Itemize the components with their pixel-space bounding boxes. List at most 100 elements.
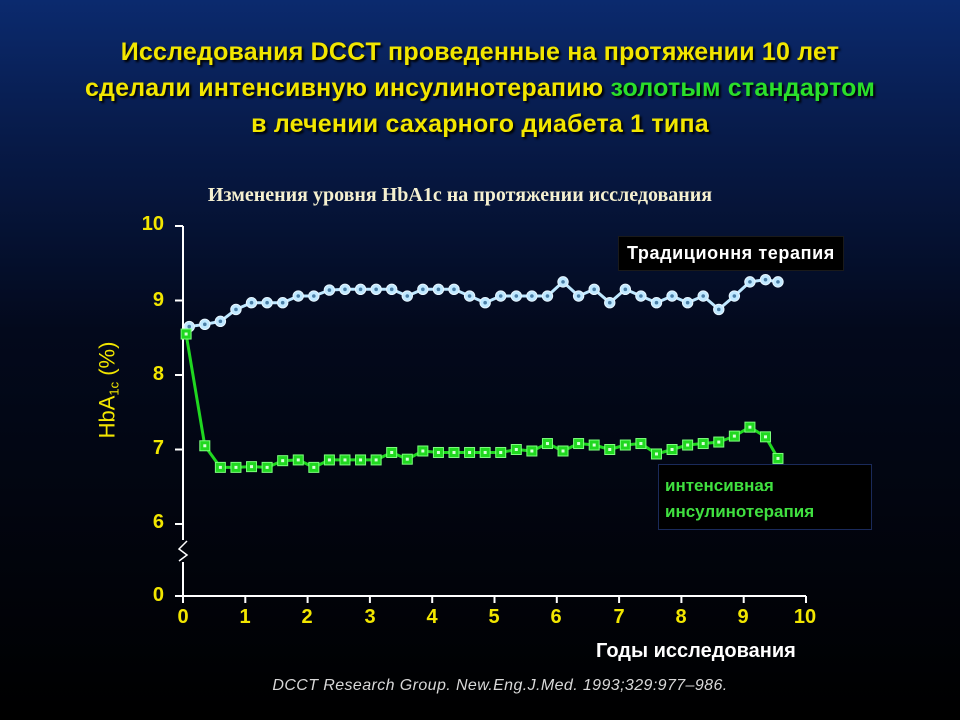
series-2-point-dot-21 — [499, 450, 503, 454]
x-tick-label-7: 7 — [613, 606, 625, 628]
series-2-point-dot-7 — [281, 459, 285, 463]
series-2-point-dot-25 — [561, 449, 565, 453]
series-2-point-dot-15 — [405, 457, 409, 461]
series-1-point-dot-7 — [280, 300, 285, 305]
series-2-point-dot-11 — [343, 458, 347, 462]
series-1-point-dot-36 — [732, 294, 737, 298]
series-2-point-dot-36 — [732, 434, 736, 438]
x-tick-label-5: 5 — [488, 606, 500, 628]
series-2-point-dot-30 — [639, 442, 643, 446]
x-tick-label-10: 10 — [793, 606, 817, 628]
series-2-point-dot-14 — [390, 450, 394, 454]
series-1-point-dot-9 — [312, 294, 316, 298]
series-label-traditional: Традиционня терапия — [618, 236, 844, 271]
slide-title-line-1: Исследования DCCT проведенные на протяже… — [120, 38, 840, 66]
series-1-point-dot-21 — [498, 294, 503, 298]
series-1-point-dot-3 — [218, 319, 223, 324]
y-tick-label-7: 7 — [152, 437, 164, 459]
series-2-point-dot-31 — [654, 452, 658, 456]
series-1-point-dot-2 — [203, 322, 207, 327]
series-2-point-dot-9 — [312, 465, 316, 469]
series-2-point-dot-10 — [327, 458, 331, 462]
series-1-point-dot-39 — [776, 280, 780, 284]
y-axis-label: HbA1c (%) — [95, 342, 122, 439]
slide-title-line-3: в лечении сахарного диабета 1 типа — [251, 110, 709, 138]
series-2-point-dot-34 — [701, 442, 705, 446]
x-tick-label-2: 2 — [301, 606, 313, 628]
series-2-point-dot-39 — [776, 456, 780, 460]
series-1-point-dot-35 — [716, 307, 721, 312]
series-1-point-dot-38 — [763, 277, 768, 282]
series-1-point-dot-12 — [358, 287, 363, 292]
series-label-intensive: интенсивная инсулинотерапия — [658, 464, 872, 530]
series-1-point-dot-30 — [639, 294, 643, 298]
series-1-point-dot-26 — [576, 294, 581, 298]
y-tick-label-9: 9 — [152, 289, 164, 311]
series-2-point-dot-20 — [483, 450, 487, 454]
slide-title: Исследования DCCT проведенные на протяже… — [20, 34, 940, 142]
x-tick-label-1: 1 — [239, 606, 251, 628]
series-2-point-dot-38 — [764, 435, 768, 439]
series-1-point-dot-15 — [405, 294, 410, 298]
series-2-point-dot-12 — [359, 458, 363, 462]
slide-title-line-2-text: сделали интенсивную инсулинотерапию — [84, 74, 611, 102]
x-tick-label-8: 8 — [675, 606, 687, 628]
citation: DCCT Research Group. New.Eng.J.Med. 1993… — [272, 677, 728, 694]
series-1-point-dot-33 — [685, 300, 690, 305]
series-1-point-dot-4 — [234, 307, 238, 312]
y-axis-break-mark — [177, 540, 189, 562]
series-1-point-dot-5 — [249, 300, 254, 305]
x-tick-label-9: 9 — [737, 606, 749, 628]
series-2-point-dot-26 — [577, 442, 581, 446]
slide-title-line-2: сделали интенсивную инсулинотерапию золо… — [20, 70, 940, 106]
series-1-point-dot-34 — [701, 294, 706, 298]
y-axis-label-main: HbA — [94, 395, 120, 439]
series-2-point-dot-19 — [468, 450, 472, 454]
series-2-point-dot-32 — [670, 448, 674, 451]
slide-title-highlight: золотым стандартом — [610, 74, 876, 102]
series-1-point-dot-27 — [592, 287, 596, 292]
series-2-point-dot-27 — [592, 443, 596, 447]
series-2-point-dot-3 — [218, 465, 222, 469]
series-2-point-dot-33 — [686, 443, 690, 447]
series-2-point-dot-37 — [748, 425, 752, 429]
x-tick-label-6: 6 — [550, 606, 562, 628]
series-2-point-dot-5 — [250, 465, 254, 469]
series-1-point-dot-25 — [561, 280, 565, 284]
series-2-point-dot-28 — [608, 448, 612, 451]
series-1-point-dot-17 — [436, 287, 441, 292]
y-tick-label-8: 8 — [152, 363, 164, 385]
series-1-point-dot-1 — [187, 324, 192, 329]
series-1-point-dot-6 — [265, 300, 269, 305]
series-2-point-dot-29 — [623, 443, 627, 447]
series-2-point-dot-18 — [452, 450, 456, 454]
series-1-point-dot-13 — [374, 287, 378, 292]
x-tick-label-3: 3 — [364, 606, 376, 628]
y-axis-label-subscript: 1c — [106, 381, 122, 396]
series-2-point-dot-35 — [717, 440, 721, 444]
series-1-point-dot-14 — [389, 287, 394, 292]
series-2-point-dot-13 — [374, 458, 378, 462]
series-1-point-dot-16 — [421, 287, 425, 292]
x-tick-label-4: 4 — [426, 606, 438, 628]
series-2-point-dot-23 — [530, 449, 534, 453]
series-2-point-dot-4 — [234, 465, 238, 469]
series-2-point-dot-17 — [436, 450, 440, 454]
series-1-point-dot-8 — [296, 294, 301, 298]
y-tick-label-0: 0 — [152, 584, 164, 606]
series-1-point-dot-32 — [670, 294, 674, 298]
y-tick-label-6: 6 — [152, 511, 164, 533]
series-2-point-dot-2 — [203, 444, 207, 448]
y-axis-label-unit: (%) — [94, 341, 120, 382]
series-1-point-dot-18 — [452, 287, 456, 292]
x-tick-label-0: 0 — [177, 606, 189, 628]
series-1-point-dot-19 — [467, 294, 472, 298]
x-axis-label: Годы исследования — [596, 640, 796, 662]
series-2-point-dot-16 — [421, 449, 425, 453]
series-1-point-dot-20 — [483, 300, 487, 305]
series-2-point-dot-6 — [265, 465, 269, 469]
series-2-point-dot-24 — [545, 442, 549, 446]
series-1-point-dot-22 — [514, 294, 519, 298]
series-1-point-dot-11 — [343, 287, 347, 292]
series-1-point-dot-23 — [530, 294, 534, 298]
